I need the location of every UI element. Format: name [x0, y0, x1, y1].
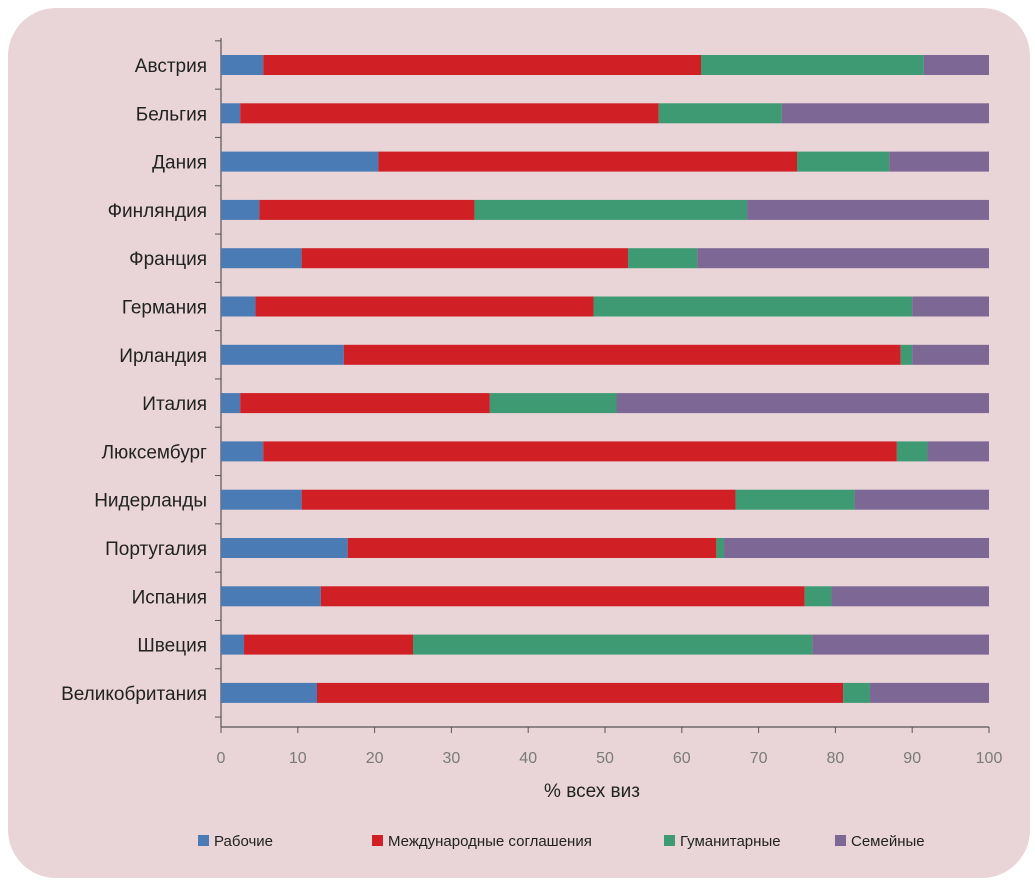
- bar-segment: [854, 489, 989, 510]
- x-tick-label: 90: [903, 750, 921, 767]
- category-label: Швеция: [137, 636, 207, 657]
- bar-segment: [221, 393, 241, 414]
- x-tick-label: 0: [217, 750, 226, 767]
- legend-entry: Международные соглашения: [388, 833, 592, 850]
- category-label: Италия: [142, 394, 207, 415]
- x-axis-title: % всех виз: [544, 781, 640, 802]
- category-label: Португалия: [105, 539, 207, 560]
- legend-swatch: [835, 835, 846, 846]
- bar-segment: [735, 489, 855, 510]
- x-tick-label: 60: [673, 750, 691, 767]
- legend-swatch: [198, 835, 209, 846]
- bar-segment: [912, 344, 989, 365]
- bar-segment: [347, 538, 717, 558]
- bar-segment: [221, 103, 241, 124]
- bar-segment: [317, 682, 844, 703]
- bar-segment: [489, 393, 617, 414]
- category-label: Дания: [152, 153, 207, 174]
- bar-segment: [781, 103, 989, 124]
- category-label: Бельгия: [136, 104, 207, 125]
- x-tick-label: 80: [827, 750, 845, 767]
- x-tick-label: 50: [596, 750, 614, 767]
- category-label: Ирландия: [119, 346, 207, 367]
- bar-segment: [658, 103, 782, 124]
- bar-segment: [413, 634, 813, 655]
- bar-segment: [221, 199, 260, 220]
- bar-segment: [259, 199, 475, 220]
- bar-segment: [221, 441, 264, 462]
- bar-segment: [221, 296, 256, 317]
- bar-segment: [221, 344, 344, 365]
- bar-segment: [812, 634, 989, 655]
- bar-segment: [221, 55, 264, 75]
- bar-segment: [221, 538, 348, 558]
- bar-segment: [900, 344, 913, 365]
- bar-segment: [240, 103, 659, 124]
- bar-segment: [616, 393, 989, 414]
- legend-entry: Рабочие: [214, 833, 273, 850]
- bar-segment: [244, 634, 413, 655]
- bar-segment: [843, 682, 870, 703]
- x-tick-label: 70: [750, 750, 768, 767]
- legend-entry: Семейные: [851, 833, 925, 850]
- category-label: Франция: [129, 249, 207, 270]
- category-label: Люксембург: [102, 442, 207, 463]
- bar-segment: [343, 344, 901, 365]
- bar-segment: [831, 586, 989, 607]
- category-label: Великобритания: [61, 684, 207, 705]
- legend-swatch: [664, 835, 675, 846]
- bar-segment: [263, 55, 701, 75]
- bar-segment: [923, 55, 989, 75]
- x-tick-label: 100: [976, 750, 1003, 767]
- category-label: Германия: [122, 298, 207, 319]
- bar-segment: [301, 489, 736, 510]
- bar-segment: [701, 55, 924, 75]
- bar-segment: [889, 151, 989, 172]
- bar-segment: [697, 248, 989, 269]
- bar-segment: [255, 296, 594, 317]
- bar-segment: [628, 248, 698, 269]
- bar-segment: [869, 682, 989, 703]
- bar-segment: [221, 248, 302, 269]
- bar-segment: [378, 151, 797, 172]
- bar-segment: [593, 296, 913, 317]
- bar-segment: [240, 393, 490, 414]
- x-tick-label: 10: [289, 750, 307, 767]
- bar-segment: [221, 151, 379, 172]
- x-tick-label: 40: [519, 750, 537, 767]
- bar-segment: [912, 296, 989, 317]
- bar-segment: [221, 682, 317, 703]
- bar-segment: [221, 586, 321, 607]
- bar-segment: [797, 151, 890, 172]
- x-tick-label: 30: [443, 750, 461, 767]
- legend-swatch: [372, 835, 383, 846]
- bar-segment: [804, 586, 832, 607]
- category-label: Австрия: [135, 56, 207, 77]
- bar-segment: [221, 489, 302, 510]
- bar-segment: [896, 441, 928, 462]
- bar-segment: [263, 441, 897, 462]
- bar-segment: [320, 586, 805, 607]
- bar-segment: [747, 199, 989, 220]
- bar-segment: [301, 248, 629, 269]
- legend-entry: Гуманитарные: [680, 833, 781, 850]
- category-label: Испания: [132, 587, 207, 608]
- bar-segment: [221, 634, 245, 655]
- category-label: Нидерланды: [94, 491, 207, 512]
- bar-segment: [724, 538, 989, 558]
- bar-segment: [927, 441, 989, 462]
- bar-segment: [474, 199, 748, 220]
- category-label: Финляндия: [108, 201, 207, 222]
- bar-segment: [716, 538, 725, 558]
- x-tick-label: 20: [366, 750, 384, 767]
